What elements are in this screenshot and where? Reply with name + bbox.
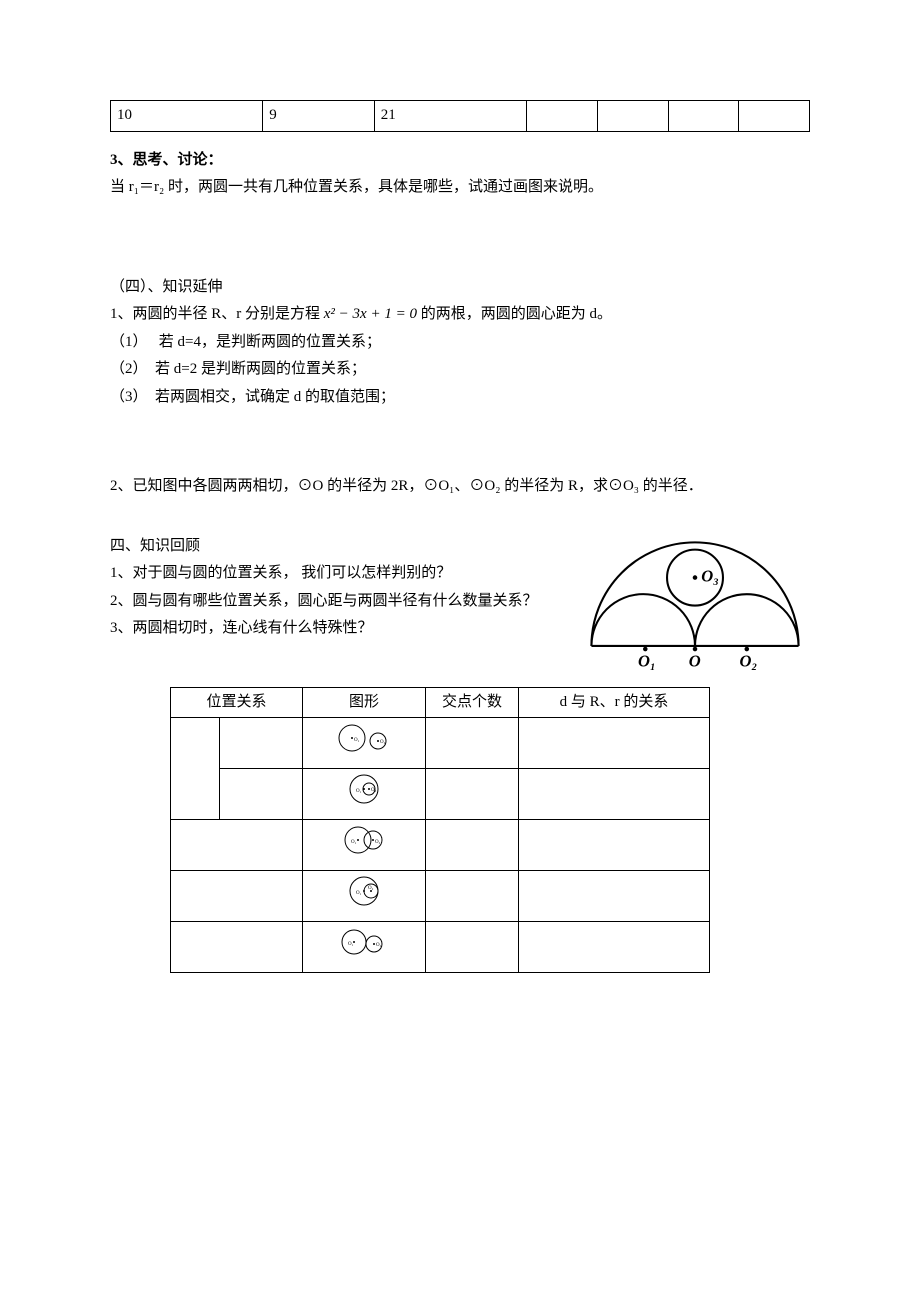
top-data-table: 10 9 21 [110, 100, 810, 132]
header-relation: d 与 R、r 的关系 [519, 687, 710, 718]
svg-text:O₁: O₁ [356, 789, 362, 794]
cell [426, 871, 519, 922]
icon-cell: O₁ O₂ [303, 769, 426, 820]
q1-equation: x² − 3x + 1 = 0 [324, 306, 417, 322]
q2: 2、已知图中各圆两两相切，⊙O 的半径为 2R，⊙O₁、⊙O₂ 的半径为 R，求… [110, 474, 810, 500]
section-3-line: 当 r₁＝r₂ 时，两圆一共有几种位置关系，具体是哪些，试通过画图来说明。 [110, 175, 810, 201]
label-O: O [689, 651, 701, 670]
cell [426, 820, 519, 871]
tangent-circles-figure: O₃ O₁ O O₂ [580, 532, 810, 677]
icon-cell: O₁ O₂ [303, 718, 426, 769]
q1b: （2） 若 d=2 是判断两圆的位置关系； [110, 357, 810, 383]
table-row: O₁ O₂ [171, 871, 710, 922]
cell [220, 718, 303, 769]
icon-cell: O₁ O₂ [303, 871, 426, 922]
circles-intersect-icon: O₁ O₂ [332, 823, 396, 857]
table-row: O₁ O₂ [171, 718, 710, 769]
header-figure: 图形 [303, 687, 426, 718]
icon-cell: O₁ O₂ [303, 820, 426, 871]
q1-prefix: 1、两圆的半径 R、r 分别是方程 [110, 306, 320, 322]
cell: 10 [111, 101, 263, 132]
label-O2: O₂ [740, 651, 758, 670]
q1a: （1） 若 d=4，是判断两圆的位置关系； [110, 330, 810, 356]
cell [519, 820, 710, 871]
cell: 9 [263, 101, 375, 132]
table-row: O₁ O₂ [171, 769, 710, 820]
cell: 21 [374, 101, 526, 132]
svg-text:O₂: O₂ [376, 943, 382, 948]
circles-contained-icon: O₁ O₂ [332, 772, 396, 806]
q1c: （3） 若两圆相交，试确定 d 的取值范围； [110, 385, 810, 411]
svg-text:O₁: O₁ [356, 891, 362, 896]
icon-cell: O₁ O₂ [303, 922, 426, 973]
cell [220, 769, 303, 820]
svg-text:O₂: O₂ [368, 886, 374, 891]
q1: 1、两圆的半径 R、r 分别是方程 x² − 3x + 1 = 0 的两根，两圆… [110, 302, 810, 328]
cell [426, 718, 519, 769]
svg-text:O₁: O₁ [354, 738, 360, 743]
cell [519, 922, 710, 973]
cell [519, 718, 710, 769]
cell [527, 101, 598, 132]
header-position: 位置关系 [171, 687, 303, 718]
cell [597, 101, 668, 132]
section-3-title: 3、思考、讨论： [110, 148, 810, 174]
svg-text:O₂: O₂ [380, 740, 386, 745]
label-O1: O₁ [638, 651, 656, 670]
figure-svg: O₃ O₁ O O₂ [580, 532, 810, 677]
table-row: O₁ O₂ [171, 820, 710, 871]
cell [171, 820, 303, 871]
cell [426, 922, 519, 973]
svg-text:O₂: O₂ [375, 840, 381, 845]
cell [519, 769, 710, 820]
cell [171, 871, 303, 922]
cell [519, 871, 710, 922]
label-O3: O₃ [701, 566, 719, 585]
cell [739, 101, 810, 132]
svg-text:O₁: O₁ [351, 840, 357, 845]
circles-external-tangent-icon: O₁ O₂ [332, 925, 396, 959]
cell [668, 101, 739, 132]
table-row: O₁ O₂ [171, 922, 710, 973]
section-4-heading: （四）、知识延伸 [110, 275, 810, 301]
table-header-row: 位置关系 图形 交点个数 d 与 R、r 的关系 [171, 687, 710, 718]
circles-external-icon: O₁ O₂ [332, 721, 396, 755]
svg-text:O₁: O₁ [348, 942, 354, 947]
cell [171, 718, 220, 820]
header-count: 交点个数 [426, 687, 519, 718]
cell [426, 769, 519, 820]
svg-text:O₂: O₂ [371, 788, 377, 793]
summary-table: 位置关系 图形 交点个数 d 与 R、r 的关系 O₁ O₂ O₁ O₂ [170, 687, 710, 974]
table-row: 10 9 21 [111, 101, 810, 132]
circles-internal-tangent-icon: O₁ O₂ [332, 874, 396, 908]
cell [171, 922, 303, 973]
q1-suffix: 的两根，两圆的圆心距为 d。 [421, 306, 612, 322]
